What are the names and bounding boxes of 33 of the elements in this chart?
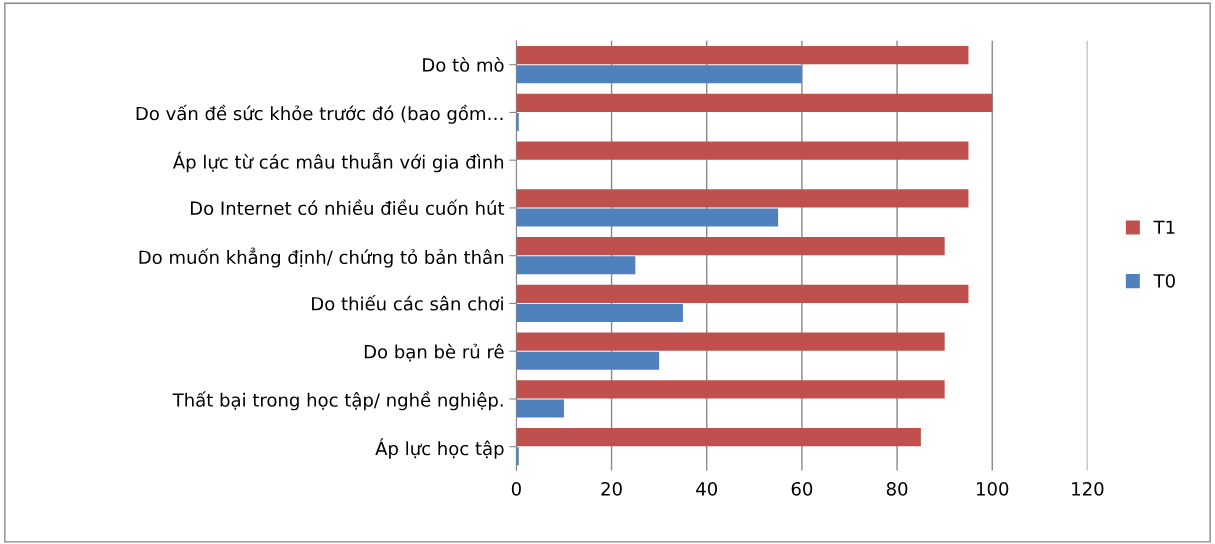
y-tick-label: Do thiếu các sân chơi xyxy=(312,295,503,311)
bar xyxy=(516,428,921,447)
bar xyxy=(516,284,969,303)
y-tick-label: Do Internet có nhiều điều cuốn hút xyxy=(190,199,505,216)
x-tick-label: 80 xyxy=(886,481,908,496)
y-tick-label: Do bạn bè rủ rê xyxy=(364,343,504,362)
y-tick-label: Do tò mò xyxy=(423,57,504,72)
bar xyxy=(516,351,660,370)
bar xyxy=(516,46,969,65)
x-tick-label: 20 xyxy=(601,481,622,496)
legend-label: T0 xyxy=(1153,274,1175,288)
y-tick-label: Áp lực từ các mâu thuẫn với gia đình xyxy=(172,151,504,173)
x-tick-label: 60 xyxy=(791,481,813,496)
bar xyxy=(516,237,945,256)
bar xyxy=(516,65,802,84)
bar xyxy=(516,208,779,227)
y-tick-label: Thất bại trong học tập/ nghề nghiệp. xyxy=(172,391,503,411)
y-tick-label: Áp lực học tập xyxy=(375,438,504,459)
bar xyxy=(516,332,945,351)
x-tick-label: 0 xyxy=(511,481,521,496)
bar xyxy=(516,189,969,208)
x-tick-label: 100 xyxy=(977,481,1009,496)
y-tick-label: Do muốn khẳng định/ chứng tỏ bản thân xyxy=(139,247,504,268)
bar xyxy=(516,93,993,112)
x-tick-label: 40 xyxy=(696,481,718,496)
x-tick-label: 120 xyxy=(1072,481,1104,496)
bar xyxy=(516,141,969,160)
legend-label: T1 xyxy=(1153,220,1175,234)
bar xyxy=(516,380,945,399)
bar xyxy=(516,256,636,275)
y-tick-label: Do vấn đề sức khỏe trước đó (bao gồm… xyxy=(136,104,503,124)
bar xyxy=(516,399,564,418)
bar xyxy=(516,303,683,323)
